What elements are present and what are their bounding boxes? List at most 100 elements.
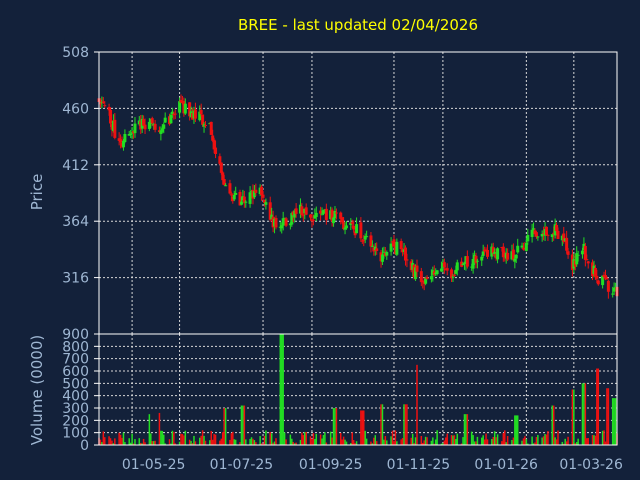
candle-body xyxy=(562,233,566,242)
candle-body xyxy=(465,256,469,267)
volume-bar xyxy=(148,414,151,445)
volume-axis-label: Volume (0000) xyxy=(28,335,46,445)
candle-body xyxy=(211,135,215,141)
volume-bar xyxy=(163,434,165,445)
candle-body xyxy=(566,251,570,255)
volume-bar xyxy=(164,443,166,445)
volume-bar xyxy=(242,405,244,445)
volume-bar xyxy=(371,443,374,445)
volume-bar xyxy=(314,438,316,445)
candle-body xyxy=(455,262,459,271)
volume-bar xyxy=(151,441,153,445)
candle-body xyxy=(261,194,265,198)
volume-bar xyxy=(260,443,263,445)
candle-body xyxy=(193,109,197,119)
volume-bar xyxy=(597,368,600,445)
volume-bar xyxy=(102,431,105,445)
volume-bar xyxy=(304,432,306,445)
candle-body xyxy=(284,218,288,226)
candle-body xyxy=(392,239,396,247)
candle-body xyxy=(300,206,304,216)
volume-bar xyxy=(446,433,448,445)
volume-bar xyxy=(511,439,513,445)
volume-bar xyxy=(373,437,375,445)
volume-bar xyxy=(381,404,384,445)
candle-body xyxy=(429,276,433,280)
volume-tick-label: 300 xyxy=(62,401,89,417)
candle-body xyxy=(540,233,544,237)
volume-bar xyxy=(403,404,405,445)
volume-bar xyxy=(532,443,535,445)
volume-bar xyxy=(606,388,608,445)
candle-body xyxy=(603,275,607,279)
volume-bar xyxy=(603,430,605,445)
volume-bar xyxy=(593,435,595,445)
volume-tick-label: 100 xyxy=(62,426,89,442)
gridlines xyxy=(99,52,617,445)
candle-body xyxy=(385,251,389,256)
volume-bar xyxy=(262,443,264,445)
candle-body xyxy=(344,225,348,229)
volume-bar xyxy=(563,443,565,445)
volume-bar xyxy=(221,432,224,445)
volume-bar xyxy=(473,441,476,445)
volume-bar xyxy=(269,432,271,445)
volume-bar xyxy=(515,415,518,445)
volume-bar xyxy=(400,439,402,445)
candle-body xyxy=(513,258,517,262)
volume-bar xyxy=(220,438,223,445)
candle-body xyxy=(596,280,600,285)
volume-bar xyxy=(322,434,325,445)
volume-bar xyxy=(285,439,287,445)
volume-bar xyxy=(232,431,234,445)
volume-bar xyxy=(386,440,388,445)
volume-bar xyxy=(180,433,182,445)
candle-body xyxy=(451,276,455,278)
volume-bar xyxy=(453,435,456,445)
volume-bar xyxy=(272,442,274,445)
candle-body xyxy=(544,226,548,236)
candle-body xyxy=(421,280,425,283)
volume-bar xyxy=(104,437,106,445)
volume-bar xyxy=(122,432,125,445)
volume-bar xyxy=(374,435,377,445)
volume-bar xyxy=(150,433,152,445)
candle-body xyxy=(252,191,256,198)
volume-bar xyxy=(203,435,205,445)
candle-body xyxy=(471,258,475,269)
volume-bar xyxy=(283,432,286,445)
candle-body xyxy=(454,269,458,274)
candle-body xyxy=(350,222,354,224)
volume-bar xyxy=(181,434,184,445)
volume-bar xyxy=(341,439,343,445)
volume-bar xyxy=(331,437,333,445)
candle-body xyxy=(163,117,167,123)
candle-body xyxy=(450,269,454,279)
candle-body xyxy=(550,234,554,238)
volume-bar xyxy=(455,439,457,445)
candle-body xyxy=(334,212,338,214)
candle-body xyxy=(254,189,258,193)
volume-bar xyxy=(472,435,474,445)
volume-bar xyxy=(535,437,538,445)
volume-bar xyxy=(352,440,355,445)
volume-bar xyxy=(201,430,204,445)
volume-bar xyxy=(383,439,385,445)
candle-body xyxy=(583,245,587,260)
volume-bar xyxy=(209,440,211,445)
price-tick-label: 412 xyxy=(62,158,89,174)
candle-body xyxy=(179,99,183,103)
candle-body xyxy=(496,248,500,260)
volume-bar xyxy=(443,440,446,445)
volume-bar xyxy=(170,443,172,445)
candle-body xyxy=(452,274,456,276)
volume-bar xyxy=(355,441,358,445)
candle-body xyxy=(309,214,313,218)
candle-body xyxy=(274,217,278,228)
candle-body xyxy=(445,268,449,271)
volume-tick-label: 200 xyxy=(62,413,89,429)
volume-bar xyxy=(295,442,297,445)
volume-bar xyxy=(462,437,464,445)
volume-bar xyxy=(188,439,191,445)
volume-bar xyxy=(375,441,378,445)
